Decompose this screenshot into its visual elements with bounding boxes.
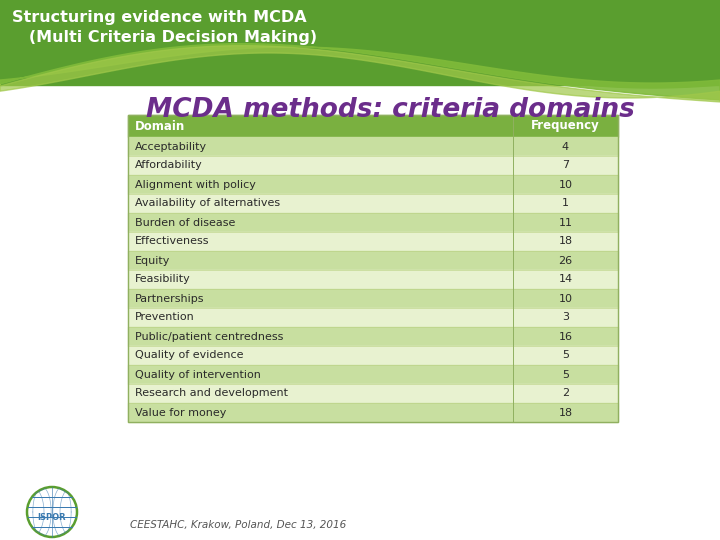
Text: 1: 1 <box>562 199 569 208</box>
Text: 5: 5 <box>562 369 569 380</box>
Text: Burden of disease: Burden of disease <box>135 218 235 227</box>
Text: Domain: Domain <box>135 119 185 132</box>
Bar <box>128 289 618 308</box>
Bar <box>128 251 618 270</box>
Text: Structuring evidence with MCDA: Structuring evidence with MCDA <box>12 10 307 25</box>
Text: Quality of evidence: Quality of evidence <box>135 350 243 361</box>
Text: 26: 26 <box>559 255 572 266</box>
Text: 10: 10 <box>559 179 572 190</box>
Text: 11: 11 <box>559 218 572 227</box>
Text: 10: 10 <box>559 294 572 303</box>
Text: Availability of alternatives: Availability of alternatives <box>135 199 280 208</box>
Polygon shape <box>0 44 720 100</box>
Text: Quality of intervention: Quality of intervention <box>135 369 261 380</box>
Text: 3: 3 <box>562 313 569 322</box>
Text: 18: 18 <box>559 408 572 417</box>
Text: Public/patient centredness: Public/patient centredness <box>135 332 284 341</box>
Text: 14: 14 <box>559 274 572 285</box>
Text: Effectiveness: Effectiveness <box>135 237 210 246</box>
Bar <box>128 365 618 384</box>
Text: 2: 2 <box>562 388 569 399</box>
Text: CEESTAHC, Krakow, Poland, Dec 13, 2016: CEESTAHC, Krakow, Poland, Dec 13, 2016 <box>130 520 346 530</box>
Bar <box>128 232 618 251</box>
Text: Equity: Equity <box>135 255 171 266</box>
Bar <box>128 384 618 403</box>
Circle shape <box>27 487 77 537</box>
Text: Alignment with policy: Alignment with policy <box>135 179 256 190</box>
Text: 16: 16 <box>559 332 572 341</box>
Polygon shape <box>0 0 720 88</box>
Text: 18: 18 <box>559 237 572 246</box>
Bar <box>128 175 618 194</box>
Text: Frequency: Frequency <box>531 119 600 132</box>
Text: Prevention: Prevention <box>135 313 194 322</box>
Bar <box>128 327 618 346</box>
Text: Research and development: Research and development <box>135 388 288 399</box>
Text: Acceptability: Acceptability <box>135 141 207 152</box>
Bar <box>128 308 618 327</box>
Text: 5: 5 <box>562 350 569 361</box>
Bar <box>128 115 618 137</box>
Bar <box>0 0 720 85</box>
Bar <box>128 137 618 156</box>
Polygon shape <box>0 46 720 102</box>
Bar <box>128 403 618 422</box>
Text: MCDA methods: criteria domains: MCDA methods: criteria domains <box>145 97 634 123</box>
Bar <box>128 213 618 232</box>
Text: Partnerships: Partnerships <box>135 294 204 303</box>
Bar <box>128 346 618 365</box>
Text: 7: 7 <box>562 160 569 171</box>
Text: Feasibility: Feasibility <box>135 274 191 285</box>
Text: (Multi Criteria Decision Making): (Multi Criteria Decision Making) <box>12 30 317 45</box>
Text: 4: 4 <box>562 141 569 152</box>
Bar <box>128 115 618 422</box>
Bar <box>128 194 618 213</box>
Text: Value for money: Value for money <box>135 408 226 417</box>
Text: ISPOR: ISPOR <box>37 514 66 523</box>
Bar <box>128 270 618 289</box>
Text: Affordability: Affordability <box>135 160 203 171</box>
Bar <box>128 156 618 175</box>
